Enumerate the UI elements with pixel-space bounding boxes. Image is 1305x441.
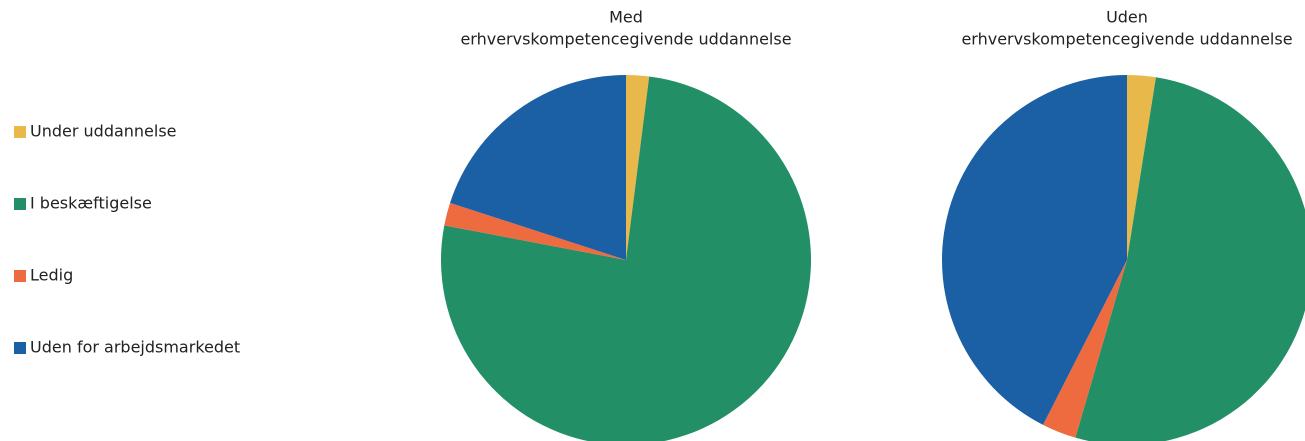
pie-slice bbox=[941, 75, 1127, 425]
chart-title: Uden bbox=[1106, 8, 1148, 27]
legend-swatch bbox=[14, 342, 26, 354]
chart-title: Med bbox=[609, 8, 643, 27]
legend-label: Uden for arbejdsmarkedet bbox=[30, 338, 240, 357]
pie-slice bbox=[450, 75, 626, 260]
legend-label: I beskæftigelse bbox=[30, 194, 152, 213]
pie-slice bbox=[626, 75, 650, 260]
pie-slice bbox=[444, 202, 626, 260]
legend-swatch bbox=[14, 198, 26, 210]
pie-slice bbox=[1127, 75, 1156, 260]
pie-slice bbox=[441, 76, 811, 441]
legend-swatch bbox=[14, 270, 26, 282]
chart-title: erhvervskompetencegivende uddannelse bbox=[460, 30, 791, 49]
pie-slice bbox=[1075, 77, 1305, 441]
legend-label: Ledig bbox=[30, 266, 73, 285]
legend-label: Under uddannelse bbox=[30, 122, 177, 141]
legend-swatch bbox=[14, 126, 26, 138]
pie-slice bbox=[1043, 260, 1127, 438]
chart-title: erhvervskompetencegivende uddannelse bbox=[961, 30, 1292, 49]
